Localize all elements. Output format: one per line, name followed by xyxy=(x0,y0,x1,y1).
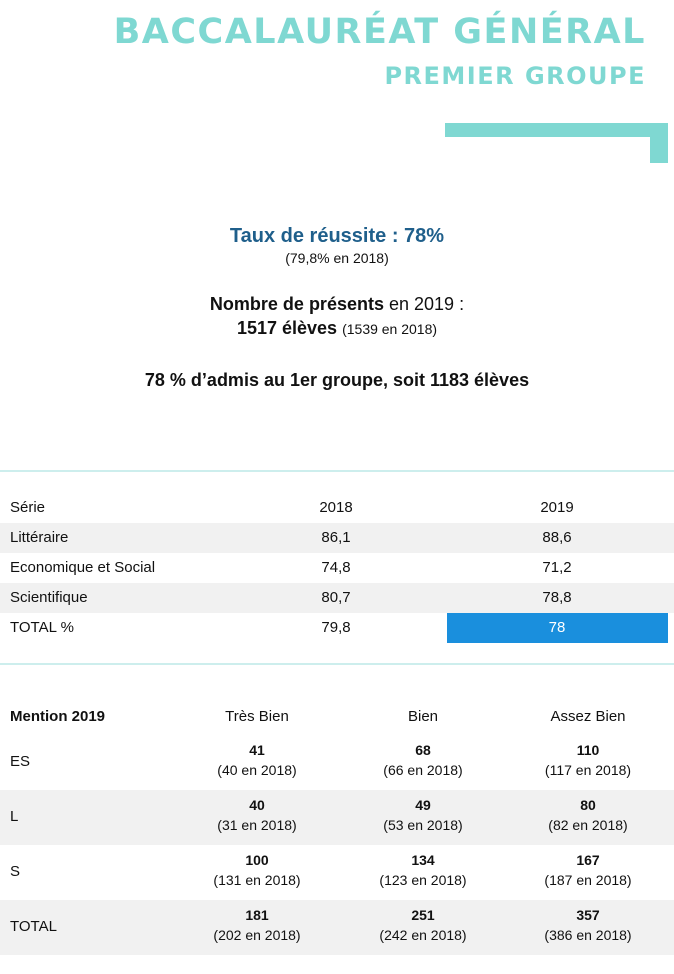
table-cell: 79,8 xyxy=(321,619,351,636)
mention-header: Assez Bien xyxy=(550,708,626,725)
total-highlight xyxy=(447,613,668,643)
mention-value: 167 xyxy=(576,852,600,868)
present-note: (1539 en 2018) xyxy=(342,321,438,337)
mention-note: (66 en 2018) xyxy=(383,762,463,778)
table-cell: 80,7 xyxy=(321,589,351,606)
mention-value: 40 xyxy=(249,797,265,813)
mention-note: (82 en 2018) xyxy=(548,817,628,833)
title: BACCALAURÉAT GÉNÉRAL xyxy=(113,12,646,52)
present-count: 1517 élèves xyxy=(236,318,338,338)
mention-note: (242 en 2018) xyxy=(379,927,467,943)
header-cell: 2018 xyxy=(319,499,353,516)
mention-row-label: S xyxy=(10,863,21,880)
mention-note: (187 en 2018) xyxy=(544,872,632,888)
mention-value: 134 xyxy=(411,852,435,868)
table-cell: 86,1 xyxy=(321,529,351,546)
table-cell: TOTAL % xyxy=(10,619,74,636)
admitted: 78 % d’admis au 1er groupe, soit 1183 él… xyxy=(144,370,530,390)
mention-row-label: ES xyxy=(10,753,31,770)
rule xyxy=(0,663,674,665)
mention-row-label: TOTAL xyxy=(10,918,57,935)
table-cell: Littéraire xyxy=(10,529,69,546)
rate-note: (79,8% en 2018) xyxy=(285,250,389,266)
decor-bar xyxy=(445,123,668,137)
count-line: 1517 élèves (1539 en 2018) xyxy=(0,318,674,339)
mention-row-label: L xyxy=(10,808,19,825)
present-line: Nombre de présents en 2019 : xyxy=(0,294,674,315)
mention-value: 110 xyxy=(576,742,600,758)
table-cell: 74,8 xyxy=(321,559,351,576)
row-bg xyxy=(0,900,674,955)
mention-note: (53 en 2018) xyxy=(383,817,463,833)
rule xyxy=(0,470,674,472)
row-bg xyxy=(0,523,674,553)
table-cell: 78 xyxy=(548,619,566,636)
mention-note: (40 en 2018) xyxy=(217,762,297,778)
table-cell: 78,8 xyxy=(542,589,572,606)
mention-value: 68 xyxy=(415,742,431,758)
mention-header: Bien xyxy=(407,708,439,725)
mention-note: (386 en 2018) xyxy=(544,927,632,943)
mention-value: 41 xyxy=(249,742,265,758)
mention-value: 181 xyxy=(245,907,269,923)
mention-note: (31 en 2018) xyxy=(217,817,297,833)
subtitle: PREMIER GROUPE xyxy=(384,62,646,90)
present-year: en 2019 : xyxy=(389,294,465,314)
table-cell: 88,6 xyxy=(542,529,572,546)
mention-note: (117 en 2018) xyxy=(544,762,632,778)
header-cell: Série xyxy=(10,499,46,516)
mention-header: Mention 2019 xyxy=(10,708,106,725)
decor-bar xyxy=(650,123,668,163)
mention-header: Très Bien xyxy=(225,708,289,725)
row-bg xyxy=(0,790,674,845)
mention-note: (123 en 2018) xyxy=(379,872,467,888)
rate: Taux de réussite : 78% xyxy=(229,225,445,247)
mention-value: 251 xyxy=(411,907,435,923)
mention-value: 357 xyxy=(576,907,600,923)
table-cell: Scientifique xyxy=(10,589,88,606)
mention-note: (202 en 2018) xyxy=(213,927,301,943)
mention-value: 49 xyxy=(415,797,431,813)
table-cell: Economique et Social xyxy=(10,559,156,576)
present-label: Nombre de présents xyxy=(209,294,384,314)
row-bg xyxy=(0,583,674,613)
mention-note: (131 en 2018) xyxy=(213,872,301,888)
mention-value: 100 xyxy=(245,852,269,868)
table-cell: 71,2 xyxy=(542,559,572,576)
mention-value: 80 xyxy=(580,797,596,813)
header-cell: 2019 xyxy=(540,499,574,516)
